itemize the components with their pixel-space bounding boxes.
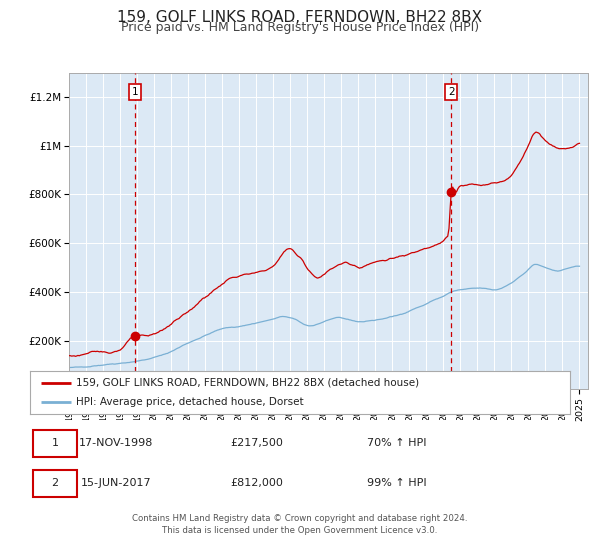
Text: Contains HM Land Registry data © Crown copyright and database right 2024.: Contains HM Land Registry data © Crown c… — [132, 514, 468, 523]
Text: Price paid vs. HM Land Registry's House Price Index (HPI): Price paid vs. HM Land Registry's House … — [121, 21, 479, 34]
Text: 99% ↑ HPI: 99% ↑ HPI — [367, 478, 427, 488]
Text: £812,000: £812,000 — [230, 478, 283, 488]
Text: 15-JUN-2017: 15-JUN-2017 — [81, 478, 152, 488]
Text: 2: 2 — [448, 87, 455, 97]
Text: 1: 1 — [52, 438, 58, 449]
Text: 159, GOLF LINKS ROAD, FERNDOWN, BH22 8BX (detached house): 159, GOLF LINKS ROAD, FERNDOWN, BH22 8BX… — [76, 378, 419, 388]
FancyBboxPatch shape — [33, 470, 77, 497]
Text: 159, GOLF LINKS ROAD, FERNDOWN, BH22 8BX: 159, GOLF LINKS ROAD, FERNDOWN, BH22 8BX — [118, 10, 482, 25]
FancyBboxPatch shape — [33, 430, 77, 457]
Text: 70% ↑ HPI: 70% ↑ HPI — [367, 438, 427, 449]
Text: This data is licensed under the Open Government Licence v3.0.: This data is licensed under the Open Gov… — [163, 526, 437, 535]
Text: 17-NOV-1998: 17-NOV-1998 — [79, 438, 154, 449]
Text: 1: 1 — [132, 87, 139, 97]
Text: HPI: Average price, detached house, Dorset: HPI: Average price, detached house, Dors… — [76, 397, 304, 407]
Text: 2: 2 — [51, 478, 58, 488]
Text: £217,500: £217,500 — [230, 438, 283, 449]
